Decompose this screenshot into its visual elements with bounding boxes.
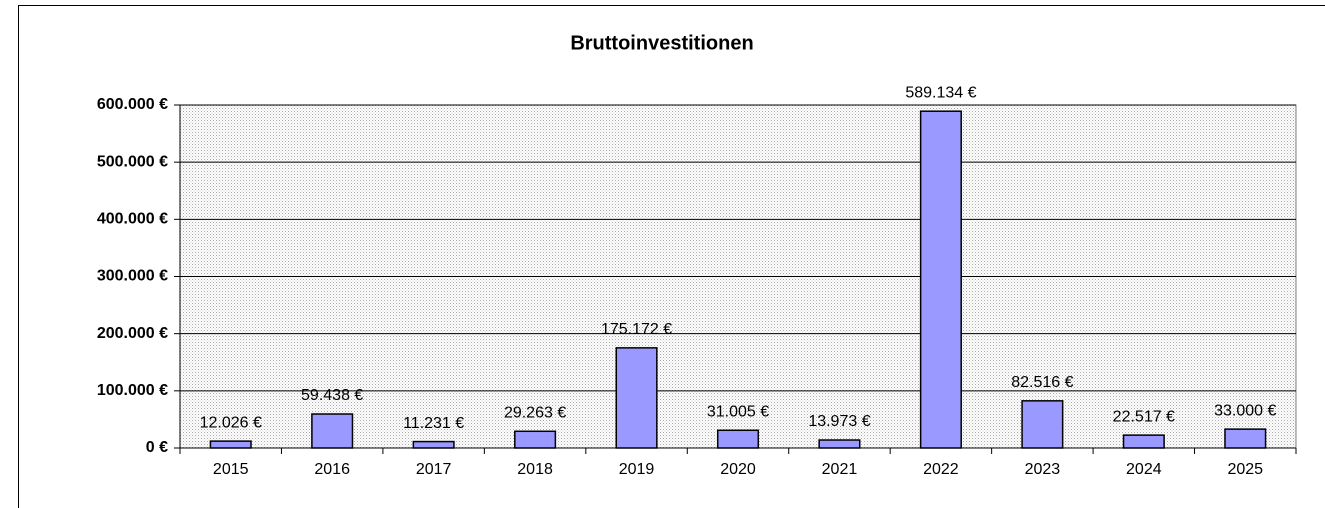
chart-title: Bruttoinvestitionen — [570, 32, 753, 54]
x-tick-label: 2023 — [1025, 461, 1061, 478]
y-tick-label: 500.000 € — [97, 153, 168, 170]
bar — [514, 430, 557, 449]
data-label: 175.172 € — [601, 321, 672, 338]
x-tick-label: 2021 — [822, 461, 858, 478]
data-label: 11.231 € — [403, 415, 464, 432]
bar — [311, 413, 354, 449]
x-tick-label: 2018 — [517, 461, 553, 478]
bar — [615, 347, 658, 449]
bar — [818, 439, 861, 449]
bar — [1224, 428, 1267, 449]
y-tick-label: 0 € — [146, 439, 168, 456]
data-label: 589.134 € — [905, 84, 976, 101]
data-label: 82.516 € — [1011, 374, 1073, 391]
data-label: 29.263 € — [504, 404, 566, 421]
data-label: 12.026 € — [200, 414, 262, 431]
y-tick-label: 600.000 € — [97, 96, 168, 113]
data-label: 13.973 € — [808, 413, 870, 430]
y-tick-label: 200.000 € — [97, 325, 168, 342]
x-tick-label: 2024 — [1126, 461, 1162, 478]
x-tick-label: 2019 — [619, 461, 655, 478]
bar — [1021, 400, 1064, 449]
data-label: 59.438 € — [301, 387, 363, 404]
x-tick-label: 2020 — [720, 461, 756, 478]
y-tick-label: 400.000 € — [97, 211, 168, 228]
data-label: 31.005 € — [707, 403, 769, 420]
x-tick-label: 2016 — [314, 461, 350, 478]
x-tick-label: 2022 — [923, 461, 959, 478]
x-tick-label: 2015 — [213, 461, 249, 478]
bar — [919, 110, 962, 449]
data-label: 33.000 € — [1214, 402, 1276, 419]
y-tick-label: 300.000 € — [97, 268, 168, 285]
y-tick-label: 100.000 € — [97, 382, 168, 399]
x-tick-label: 2017 — [416, 461, 452, 478]
bar — [716, 429, 760, 449]
bar — [412, 440, 455, 449]
data-label: 22.517 € — [1113, 408, 1175, 425]
bar — [209, 440, 252, 449]
x-tick-label: 2025 — [1227, 461, 1263, 478]
bar — [1122, 434, 1165, 449]
